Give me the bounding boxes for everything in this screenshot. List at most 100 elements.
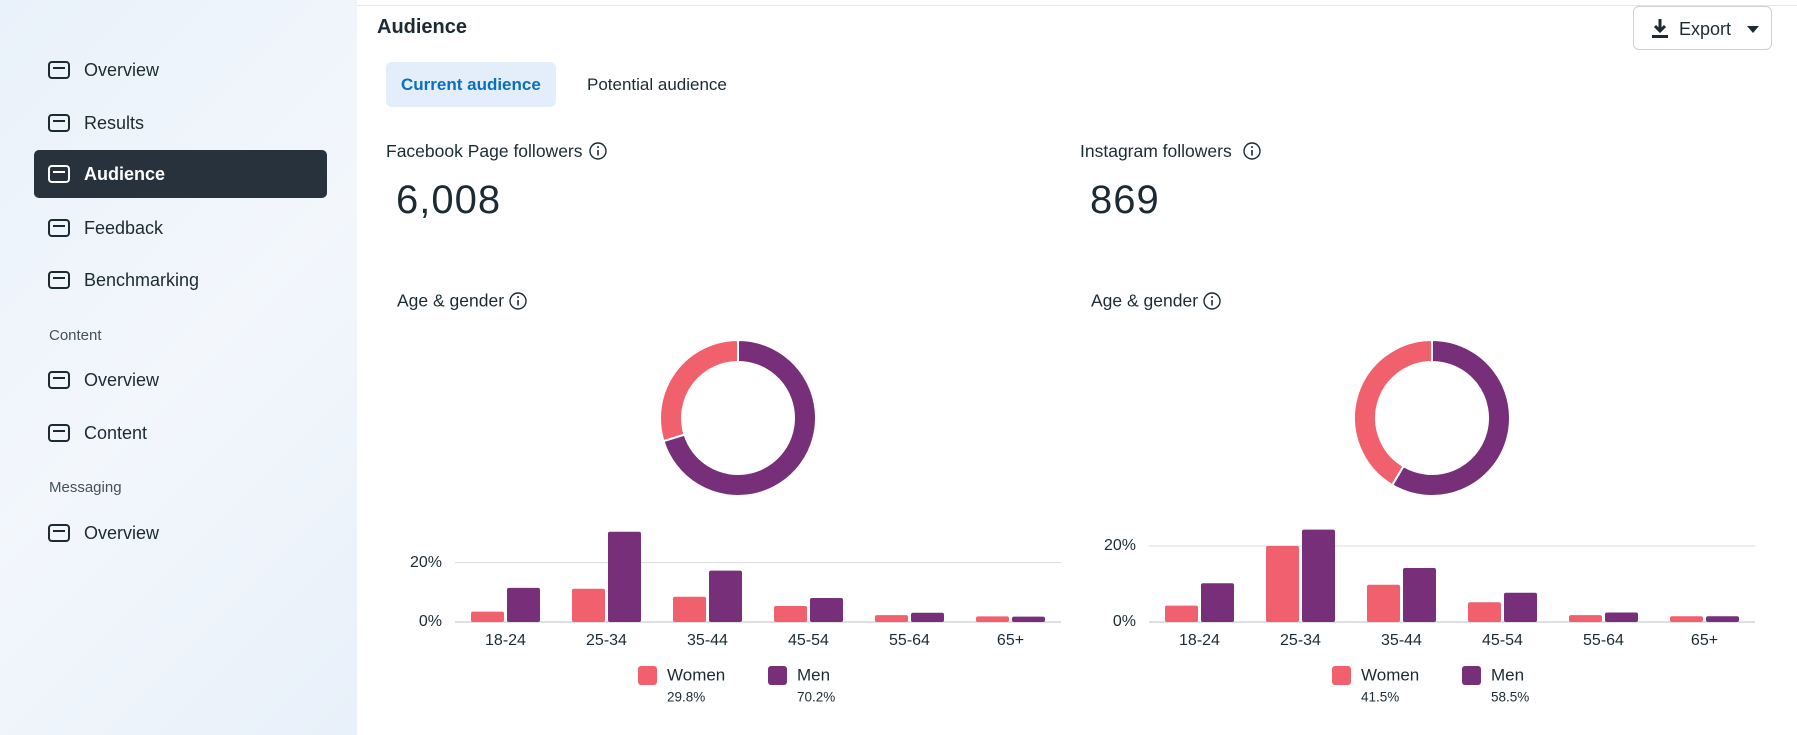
legend-label: Women: [1361, 665, 1419, 684]
info-icon: [1251, 146, 1253, 148]
panel-title: Facebook Page followers: [386, 141, 583, 161]
nav-label: Overview: [84, 522, 160, 543]
bar: [673, 596, 706, 622]
legend-label: Women: [667, 665, 725, 684]
sidebar: Overview Results Audience Feedback Benchmark…: [0, 0, 357, 735]
tab[interactable]: Potential audience: [587, 75, 727, 94]
bar: [709, 570, 742, 622]
info-icon: [589, 142, 607, 160]
nav-item[interactable]: Feedback: [34, 204, 327, 252]
legend-share: 41.5%: [1361, 690, 1399, 705]
icon-shape: [48, 424, 70, 442]
bar: [1569, 615, 1602, 622]
bar: [1266, 546, 1299, 622]
bar: [875, 615, 908, 622]
nav-item[interactable]: Audience: [34, 150, 327, 198]
icon-shape: [48, 271, 70, 289]
y-tick-label: 0%: [1113, 613, 1136, 630]
bar: [1468, 602, 1501, 622]
legend-swatch: [1462, 666, 1481, 685]
nav-icon: [48, 61, 70, 79]
x-tick-label: 65+: [997, 632, 1024, 649]
y-tick-label: 20%: [410, 554, 442, 571]
nav-icon: [48, 219, 70, 237]
nav-heading: Messaging: [49, 479, 122, 496]
bar: [1706, 616, 1739, 622]
bar: [1605, 612, 1638, 622]
export-button[interactable]: Export: [1633, 6, 1772, 50]
nav-icon: [48, 371, 70, 389]
nav-item[interactable]: Content: [34, 409, 327, 457]
follower-count: 869: [1090, 178, 1160, 222]
bar: [1670, 616, 1703, 622]
icon-shape: [48, 165, 70, 183]
y-tick-label: 20%: [1104, 537, 1136, 554]
donut-segment: [1353, 338, 1433, 487]
nav-item[interactable]: Overview: [34, 46, 327, 94]
bar: [608, 531, 641, 622]
x-tick-label: 18-24: [485, 632, 526, 649]
bar: [976, 616, 1009, 622]
chart-title: Age & gender: [1091, 291, 1198, 311]
x-tick-label: 18-24: [1179, 632, 1220, 649]
nav-icon: [48, 424, 70, 442]
legend-share: 29.8%: [667, 690, 705, 705]
icon-shape: [48, 219, 70, 237]
nav-label: Results: [84, 112, 145, 133]
tab[interactable]: Current audience: [386, 62, 556, 107]
icon-shape: [48, 524, 70, 542]
y-tick-label: 0%: [419, 613, 442, 630]
nav-label: Overview: [84, 369, 160, 390]
bar: [1403, 568, 1436, 622]
info-icon: [1203, 292, 1221, 310]
x-tick-label: 35-44: [687, 632, 728, 649]
legend-swatch: [768, 666, 787, 685]
bar: [572, 588, 605, 622]
download-icon: [1652, 19, 1668, 38]
x-tick-label: 45-54: [788, 632, 829, 649]
nav-label: Audience: [84, 163, 166, 184]
info-icon: [517, 296, 520, 298]
bar: [1201, 583, 1234, 622]
follower-count: 6,008: [396, 178, 502, 222]
info-icon: [1211, 296, 1214, 298]
x-tick-label: 65+: [1691, 632, 1718, 649]
panel-title: Instagram followers: [1080, 141, 1232, 161]
caret-icon: [1747, 26, 1759, 33]
bar: [471, 611, 504, 622]
donut-segment: [662, 338, 817, 497]
legend-share: 70.2%: [797, 690, 835, 705]
legend-label: Men: [1491, 665, 1524, 684]
x-tick-label: 45-54: [1482, 632, 1523, 649]
bar: [911, 612, 944, 622]
bar: [1302, 529, 1335, 622]
bar: [1367, 584, 1400, 622]
info-icon: [509, 292, 527, 310]
nav-item[interactable]: Results: [34, 99, 327, 147]
nav-icon: [48, 165, 70, 183]
page-title: Audience: [377, 16, 468, 38]
legend-label: Men: [797, 665, 830, 684]
legend-share: 58.5%: [1491, 690, 1529, 705]
chart-title: Age & gender: [397, 291, 504, 311]
bar: [810, 597, 843, 622]
divider: [357, 5, 1797, 6]
nav-item[interactable]: Benchmarking: [34, 256, 327, 304]
export-label: Export: [1679, 19, 1732, 39]
icon-shape: [48, 371, 70, 389]
nav-label: Overview: [84, 59, 160, 80]
bar: [774, 605, 807, 622]
nav-item[interactable]: Overview: [34, 356, 327, 404]
info-icon: [597, 146, 599, 148]
nav-item[interactable]: Overview: [34, 509, 327, 557]
bar: [507, 587, 540, 622]
legend-swatch: [638, 666, 657, 685]
info-icon: [1243, 142, 1261, 160]
nav-icon: [48, 524, 70, 542]
x-tick-label: 55-64: [889, 632, 930, 649]
x-tick-label: 25-34: [1280, 632, 1321, 649]
nav-label: Benchmarking: [84, 269, 200, 290]
nav-label: Content: [84, 422, 148, 443]
x-tick-label: 25-34: [586, 632, 627, 649]
